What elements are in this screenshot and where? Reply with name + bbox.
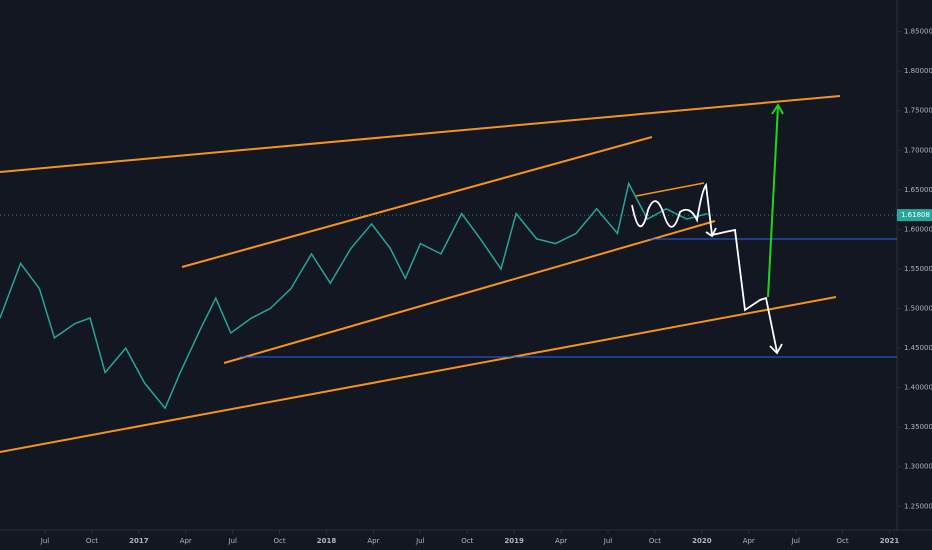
target-arrow <box>767 103 784 298</box>
x-tick-label: Oct <box>86 537 98 545</box>
x-tick-label: Apr <box>180 537 192 545</box>
y-tick-label: 1.70000 <box>904 146 932 154</box>
y-tick-label: 1.40000 <box>904 384 932 392</box>
x-tick-label: Jul <box>415 537 425 545</box>
x-tick-label: 2019 <box>504 537 524 545</box>
plot <box>0 181 897 410</box>
y-tick-label: 1.45000 <box>904 344 932 352</box>
x-tick-label: 2021 <box>880 537 900 545</box>
trendline <box>635 182 705 197</box>
y-tick-label: 1.25000 <box>904 502 932 510</box>
x-tick-label: 2017 <box>129 537 149 545</box>
price-line <box>0 181 708 410</box>
x-tick-label: 2020 <box>692 537 712 545</box>
x-tick-label: Oct <box>649 537 661 545</box>
x-tick-label: Jul <box>40 537 50 545</box>
y-tick-label: 1.60000 <box>904 225 932 233</box>
x-tick-label: 2018 <box>317 537 337 545</box>
x-tick-label: Jul <box>603 537 613 545</box>
y-tick-label: 1.85000 <box>904 28 932 36</box>
arrowhead <box>771 103 784 115</box>
target-line <box>767 105 779 298</box>
x-tick-label: Apr <box>555 537 567 545</box>
projection-path <box>631 182 778 353</box>
trendline <box>223 220 716 364</box>
x-tick-label: Jul <box>790 537 800 545</box>
x-tick-label: Oct <box>274 537 286 545</box>
trendlines <box>0 95 841 453</box>
x-tick-label: Oct <box>837 537 849 545</box>
trendline <box>0 296 837 453</box>
trendline <box>0 95 841 173</box>
arrowheads <box>705 227 783 355</box>
x-tick-label: Apr <box>367 537 379 545</box>
x-tick-label: Apr <box>743 537 755 545</box>
y-tick-label: 1.50000 <box>904 305 932 313</box>
y-tick-label: 1.35000 <box>904 423 932 431</box>
horizontal-lines <box>240 238 897 358</box>
projection-arrows <box>631 182 783 355</box>
y-tick-label: 1.65000 <box>904 186 932 194</box>
last-price-box <box>897 209 932 222</box>
trendline <box>181 136 653 268</box>
last-price-label: 1.61808 <box>901 211 930 219</box>
x-tick-label: Jul <box>227 537 237 545</box>
x-tick-label: Oct <box>461 537 473 545</box>
y-tick-label: 1.80000 <box>904 67 932 75</box>
y-tick-label: 1.55000 <box>904 265 932 273</box>
y-tick-label: 1.75000 <box>904 107 932 115</box>
y-tick-label: 1.30000 <box>904 463 932 471</box>
